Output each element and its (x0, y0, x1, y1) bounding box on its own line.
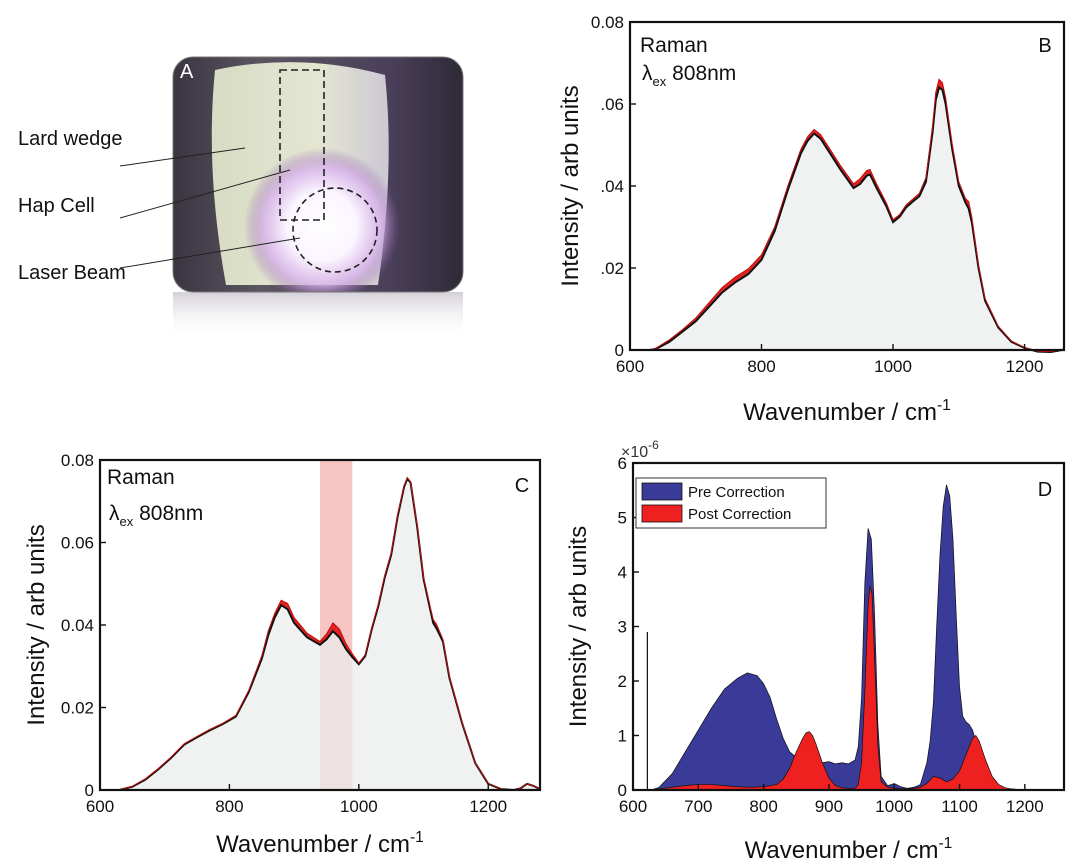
y-tick-label: 0.04 (61, 616, 94, 635)
label-hap-cell: Hap Cell (18, 195, 95, 217)
y-axis-label: Intensity / arb units (565, 526, 592, 727)
x-tick-label: 1100 (941, 797, 978, 816)
legend-entry: Pre Correction (688, 484, 785, 501)
y-tick-label: 0.06 (61, 534, 94, 553)
annotation-subscript: ex (653, 74, 667, 89)
y-tick-label: 0 (615, 341, 624, 360)
annotation-wavelength: 808nm (133, 502, 203, 525)
legend-swatch (642, 483, 682, 500)
annotation-lambda: λ (642, 62, 653, 85)
y-tick-label: 0.08 (591, 13, 624, 32)
panel-a-letter: A (180, 61, 194, 83)
x-tick-label: 900 (815, 797, 843, 816)
x-tick-label: 700 (684, 797, 712, 816)
panel-a-photo: A Lard wedge Hap Cell Laser Beam (18, 57, 463, 340)
laser-beam-glow (244, 148, 400, 304)
y-multiplier-base: ×10 (621, 444, 648, 461)
annotation-raman: Raman (107, 466, 175, 489)
y-tick-label: 0.08 (61, 451, 94, 470)
x-axis-label: Wavenumber / cm-1 (216, 829, 424, 858)
x-tick-label: 1000 (875, 797, 913, 816)
y-axis-label: Intensity / arb units (557, 85, 584, 286)
y-tick-label: 2 (618, 672, 627, 691)
chart-d: 600 700 800 900 1000 1100 12000123456Wavenumbe… (565, 438, 1064, 864)
annotation-excitation: λex 808nm (109, 502, 203, 529)
y-tick-label: 0 (85, 781, 94, 800)
y-tick-label: 1 (618, 727, 627, 746)
x-tick-label: 800 (747, 357, 775, 376)
annotation-wavelength: 808nm (666, 62, 736, 85)
y-tick-label: .04 (600, 177, 624, 196)
x-tick-label: 1200 (1006, 797, 1044, 816)
y-tick-label: 0.02 (61, 699, 94, 718)
label-laser-beam: Laser Beam (18, 262, 126, 284)
x-axis-label: Wavenumber / cm-1 (743, 397, 951, 426)
annotation-subscript: ex (120, 514, 134, 529)
y-tick-label: 0 (618, 781, 627, 800)
x-tick-label: 1200 (469, 797, 507, 816)
chart-c: 600 800 1000 120000.020.040.060.08Wavenumbe… (23, 451, 540, 858)
y-multiplier: ×10-6 (621, 438, 659, 461)
x-axis-label-superscript: -1 (938, 835, 952, 852)
legend-entry: Post Correction (688, 506, 791, 523)
x-axis-label-superscript: -1 (937, 397, 951, 414)
spectrum-fill (650, 84, 1064, 352)
label-lard-wedge: Lard wedge (18, 128, 123, 150)
x-tick-label: 1000 (874, 357, 912, 376)
panel-letter: D (1038, 479, 1052, 501)
panel-letter: B (1038, 35, 1051, 57)
series-area-pre-correction (651, 485, 1025, 790)
y-axis-label: Intensity / arb units (23, 524, 50, 725)
x-tick-label: 1200 (1006, 357, 1044, 376)
y-tick-label: .02 (600, 259, 624, 278)
photo-reflection (173, 292, 463, 340)
x-tick-label: 800 (749, 797, 777, 816)
x-axis-label-text: Wavenumber / cm (743, 399, 937, 426)
x-tick-label: 800 (215, 797, 243, 816)
legend-swatch (642, 505, 682, 522)
y-tick-label: 4 (618, 563, 627, 582)
x-tick-label: 1000 (340, 797, 378, 816)
y-tick-label: .06 (600, 95, 624, 114)
x-axis-label: Wavenumber / cm-1 (745, 835, 953, 864)
annotation-raman: Raman (640, 34, 708, 57)
y-tick-label: 3 (618, 618, 627, 637)
x-axis-label-text: Wavenumber / cm (745, 837, 939, 864)
y-multiplier-exponent: -6 (648, 438, 659, 452)
annotation-lambda: λ (109, 502, 120, 525)
annotation-excitation: λex 808nm (642, 62, 736, 89)
x-axis-label-text: Wavenumber / cm (216, 831, 410, 858)
panel-letter: C (515, 475, 529, 497)
x-axis-label-superscript: -1 (410, 829, 424, 846)
y-tick-label: 5 (618, 509, 627, 528)
